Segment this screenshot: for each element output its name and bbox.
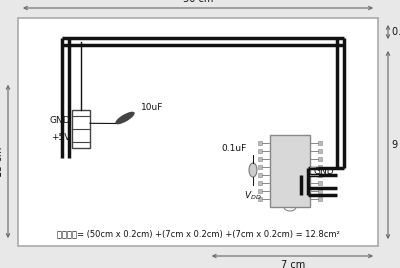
Text: 50 cm: 50 cm	[183, 0, 213, 4]
Bar	[318, 165, 322, 169]
Text: GND: GND	[49, 116, 70, 125]
Text: 9 cm: 9 cm	[392, 140, 400, 150]
Ellipse shape	[115, 112, 135, 124]
Ellipse shape	[249, 163, 257, 177]
Text: 0.1uF: 0.1uF	[222, 144, 247, 153]
Text: GND: GND	[314, 167, 335, 176]
Bar	[258, 157, 262, 161]
Text: 环路面积= (50cm x 0.2cm) +(7cm x 0.2cm) +(7cm x 0.2cm) = 12.8cm²: 环路面积= (50cm x 0.2cm) +(7cm x 0.2cm) +(7c…	[57, 229, 339, 238]
Text: 10uF: 10uF	[141, 103, 163, 112]
Bar	[318, 157, 322, 161]
Text: $V_{DD}$: $V_{DD}$	[244, 189, 262, 202]
Text: 15 cm: 15 cm	[0, 146, 4, 177]
Bar	[318, 189, 322, 193]
Bar	[258, 197, 262, 201]
Bar	[258, 173, 262, 177]
Bar	[318, 141, 322, 145]
Bar	[318, 149, 322, 153]
Bar	[72, 110, 90, 148]
Bar	[318, 197, 322, 201]
Bar	[18, 18, 378, 246]
Bar	[258, 189, 262, 193]
Text: +5V: +5V	[51, 133, 70, 142]
Bar	[258, 165, 262, 169]
Bar	[258, 149, 262, 153]
Bar	[318, 181, 322, 185]
Bar	[258, 141, 262, 145]
Text: 0.2 cm: 0.2 cm	[392, 27, 400, 37]
Bar	[258, 181, 262, 185]
Bar	[270, 135, 310, 207]
Text: 7 cm: 7 cm	[281, 260, 306, 268]
Bar	[318, 173, 322, 177]
